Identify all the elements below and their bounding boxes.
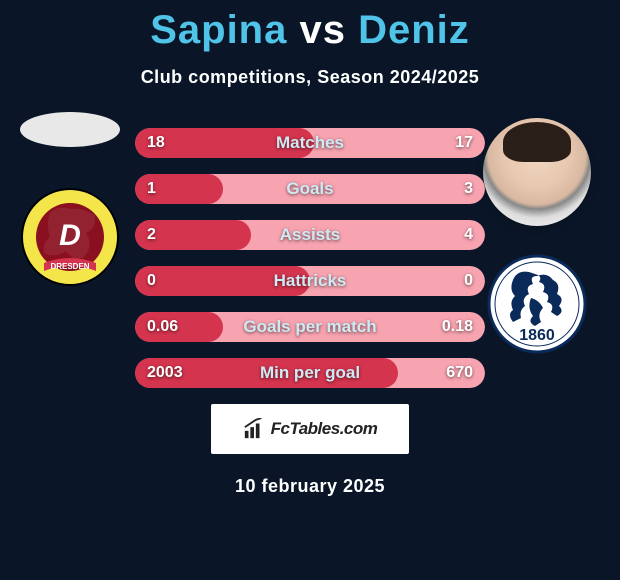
stat-value-right: 0	[464, 272, 473, 290]
left-column: D DRESDEN	[20, 112, 120, 287]
player1-name: Sapina	[150, 8, 287, 52]
comparison-title: Sapina vs Deniz	[0, 0, 620, 53]
brand-badge: FcTables.com	[211, 404, 409, 454]
stat-value-left: 2003	[147, 364, 183, 382]
brand-text: FcTables.com	[271, 419, 378, 439]
stat-label: Goals	[286, 179, 333, 199]
stats-container: Matches 18 17 Goals 1 3 Assists 2 4 Hattricks 0 0 Go…	[135, 128, 485, 388]
player2-name: Deniz	[358, 8, 470, 52]
stat-row: Goals per match 0.06 0.18	[135, 312, 485, 342]
stat-value-left: 0	[147, 272, 156, 290]
vs-text: vs	[299, 8, 346, 52]
stat-label: Goals per match	[243, 317, 376, 337]
stat-row: Goals 1 3	[135, 174, 485, 204]
stat-value-right: 3	[464, 180, 473, 198]
footer-date: 10 february 2025	[0, 476, 620, 497]
stat-row: Matches 18 17	[135, 128, 485, 158]
stat-value-left: 18	[147, 134, 165, 152]
stat-label: Matches	[276, 133, 344, 153]
player2-club-badge: 1860	[487, 254, 587, 354]
stat-label: Hattricks	[274, 271, 347, 291]
svg-text:1860: 1860	[519, 327, 555, 344]
svg-text:D: D	[59, 219, 81, 252]
stat-value-left: 2	[147, 226, 156, 244]
stat-value-right: 4	[464, 226, 473, 244]
chart-icon	[243, 418, 265, 440]
stat-row: Assists 2 4	[135, 220, 485, 250]
stat-row: Hattricks 0 0	[135, 266, 485, 296]
stat-row: Min per goal 2003 670	[135, 358, 485, 388]
stat-value-left: 1	[147, 180, 156, 198]
stat-label: Min per goal	[260, 363, 360, 383]
stat-value-left: 0.06	[147, 318, 178, 336]
stat-value-right: 17	[455, 134, 473, 152]
player2-avatar	[483, 118, 591, 226]
svg-text:DRESDEN: DRESDEN	[50, 262, 89, 271]
stat-value-right: 0.18	[442, 318, 473, 336]
player1-avatar-placeholder	[20, 112, 120, 147]
stat-value-right: 670	[446, 364, 473, 382]
subtitle: Club competitions, Season 2024/2025	[0, 67, 620, 88]
stat-label: Assists	[280, 225, 340, 245]
right-column: 1860	[482, 118, 592, 354]
player1-club-badge: D DRESDEN	[20, 187, 120, 287]
